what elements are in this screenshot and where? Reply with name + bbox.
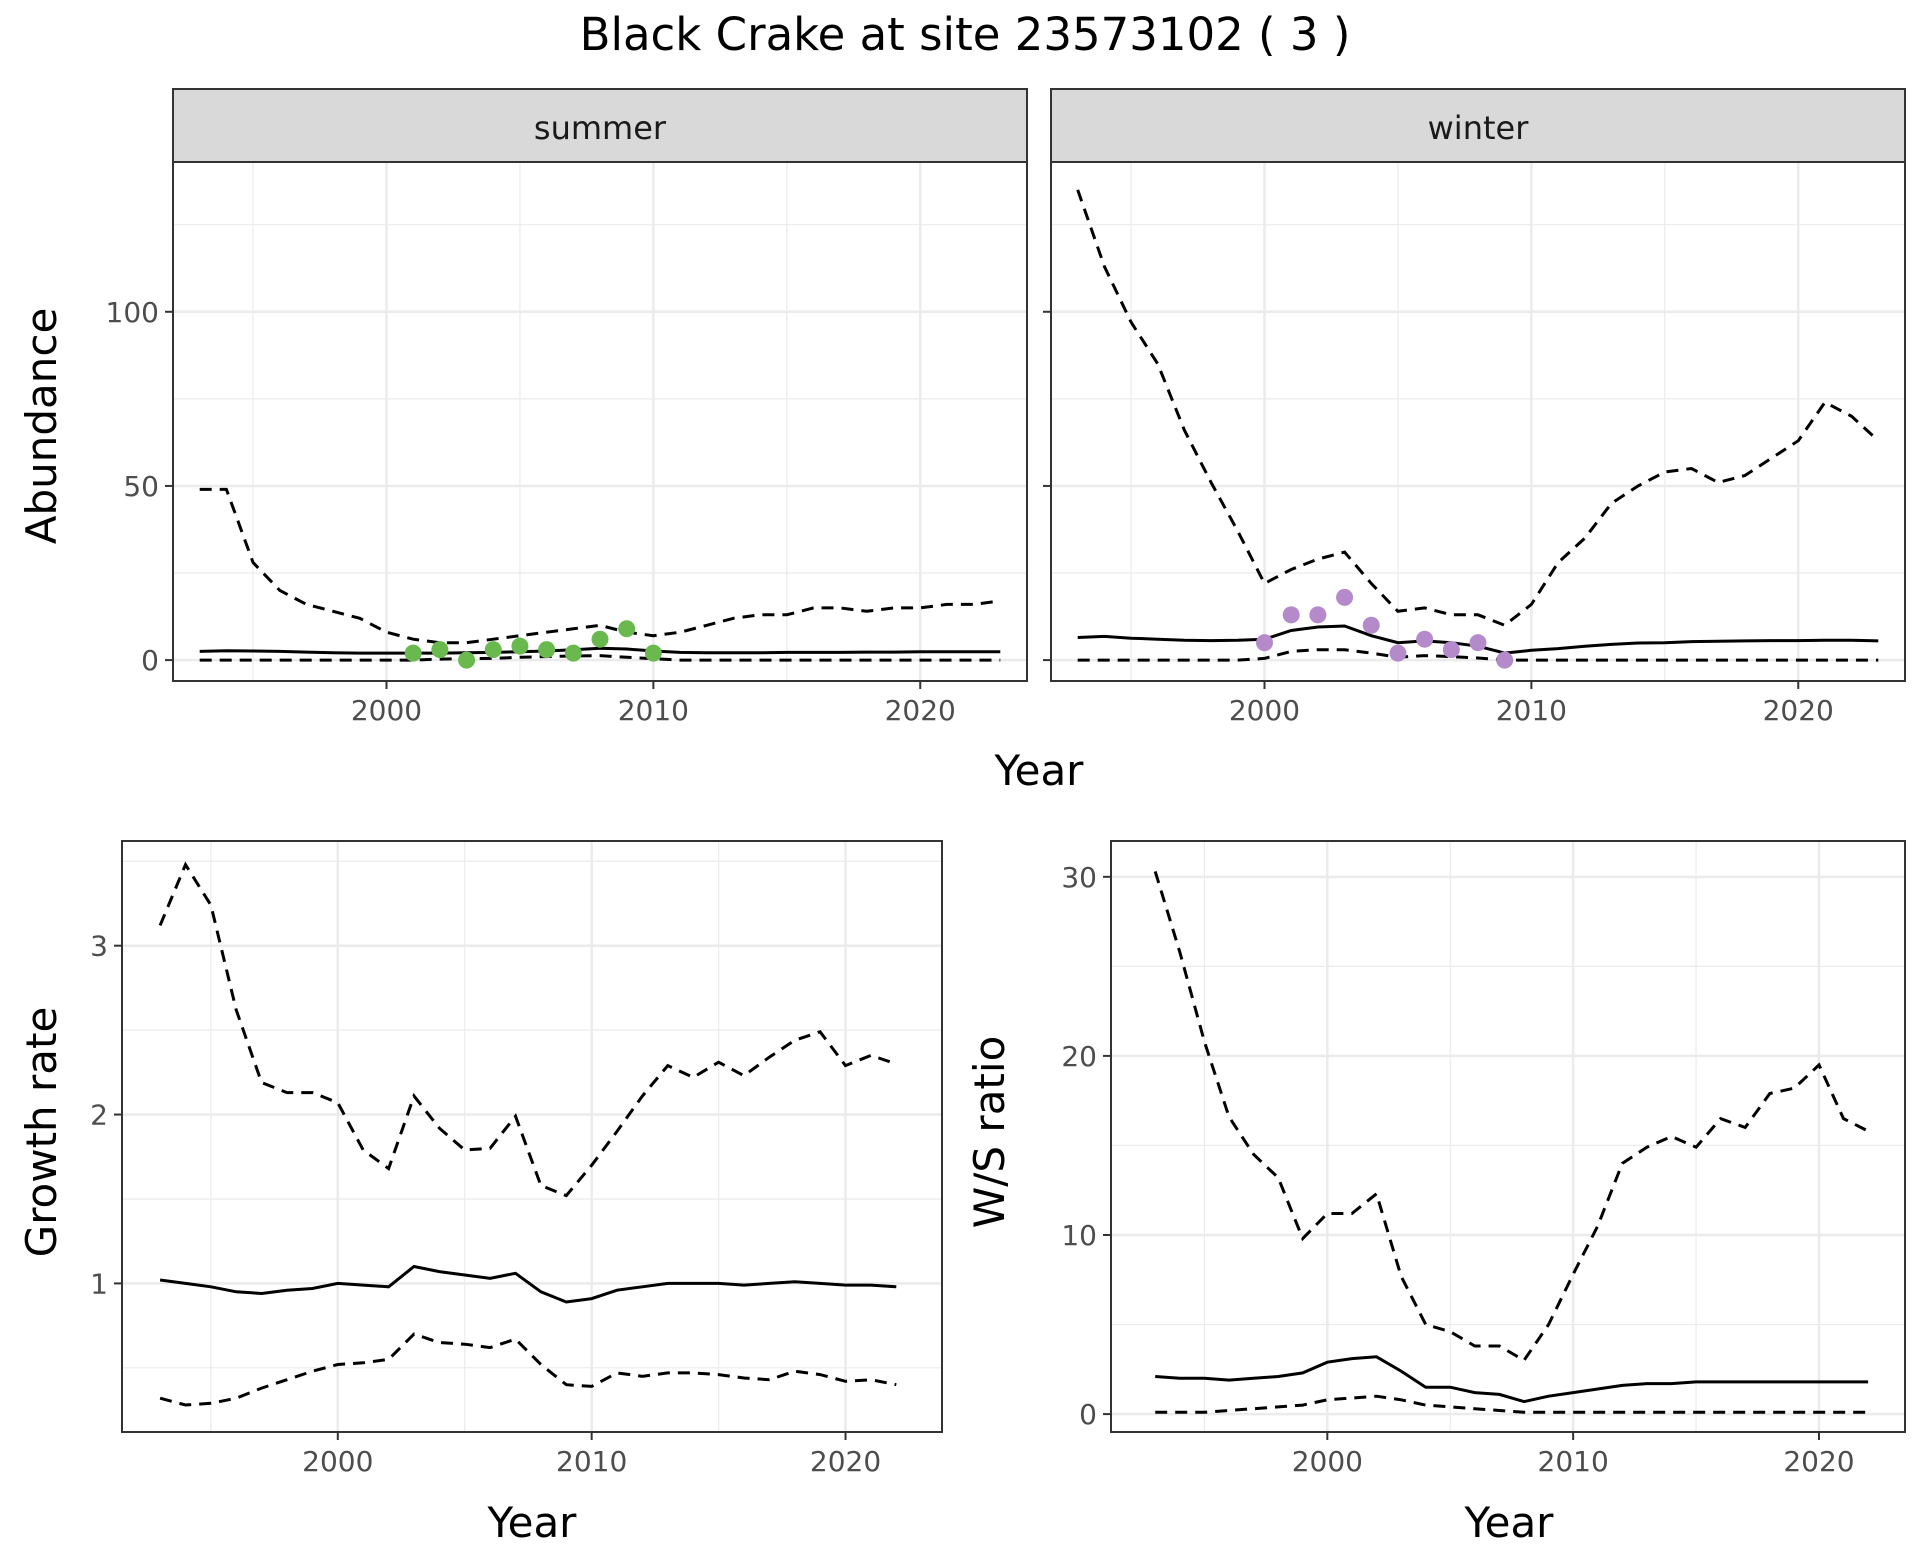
- summer-data-point: [538, 641, 556, 659]
- winter-data-point: [1416, 630, 1434, 648]
- winter-data-point: [1469, 634, 1487, 652]
- ws-ratio-panel-border: [1110, 840, 1906, 1433]
- summer-data-point: [431, 641, 449, 659]
- summer-x-tick-label: 2010: [618, 694, 689, 727]
- winter-strip: [1050, 88, 1906, 163]
- ws-ratio-x-tick-label: 2000: [1292, 1445, 1363, 1478]
- growth-lower-bound-line: [159, 1332, 897, 1407]
- summer-data-point: [458, 651, 476, 669]
- winter-panel-border: [1050, 161, 1906, 682]
- summer-plot-area: 2000 2010 2020 0 50 100: [106, 161, 1028, 727]
- ws-ratio-x-tick-label: 2020: [1783, 1445, 1854, 1478]
- winter-data-point: [1256, 634, 1273, 652]
- summer-y-tick-label: 50: [123, 470, 159, 503]
- growth-y-tick-label: 3: [90, 930, 108, 963]
- winter-upper-bound-line: [1076, 189, 1880, 628]
- winter-data-point: [1336, 588, 1354, 606]
- growth-x-tick-label: 2020: [810, 1445, 881, 1478]
- growth-x-tick-label: 2000: [302, 1445, 373, 1478]
- summer-strip-label: summer: [534, 109, 667, 147]
- summer-data-point: [484, 641, 502, 659]
- summer-data-point: [564, 644, 582, 662]
- winter-lower-bound-line: [1077, 648, 1879, 662]
- ws-ratio-y-tick-label: 10: [1061, 1219, 1097, 1252]
- growth-x-tick-label: 2010: [556, 1445, 627, 1478]
- summer-lower-bound-line: [199, 654, 1001, 662]
- summer-data-point: [511, 637, 529, 655]
- summer-data-point: [591, 630, 609, 648]
- abundance-x-axis-title: Year: [994, 746, 1085, 795]
- winter-x-tick-label: 2010: [1496, 694, 1567, 727]
- growth-upper-bound-line: [158, 861, 897, 1198]
- ws-ratio-y-tick-label: 0: [1079, 1398, 1097, 1431]
- abundance-y-axis-title: Abundance: [17, 308, 66, 545]
- growth-plot-area: 2000 2010 2020 1 2 3: [90, 840, 943, 1478]
- winter-x-tick-label: 2000: [1229, 694, 1300, 727]
- winter-strip-label: winter: [1428, 109, 1530, 147]
- ws-ratio-upper-bound-line: [1153, 870, 1869, 1363]
- ws-ratio-y-axis-title: W/S ratio: [965, 1036, 1014, 1229]
- winter-data-point: [1389, 644, 1407, 662]
- winter-data-point: [1362, 616, 1380, 634]
- summer-y-tick-label: 0: [141, 644, 159, 677]
- summer-data-point: [404, 644, 422, 662]
- ws-ratio-panel-bg: [1111, 841, 1905, 1432]
- winter-data-point: [1496, 651, 1514, 669]
- growth-x-axis-title: Year: [487, 1498, 578, 1547]
- winter-x-tick-label: 2020: [1763, 694, 1834, 727]
- growth-chart: 2000 2010 2020 1 2 3 Growth rate Year: [17, 840, 943, 1547]
- summer-data-point: [618, 620, 636, 638]
- winter-data-point: [1309, 606, 1327, 624]
- abundance-chart: summer 2000 2010 2020 0 50 100 winter 2000 201…: [17, 88, 1906, 795]
- growth-panel-border: [121, 840, 943, 1433]
- ws-ratio-plot-area: 2000 2010 2020 0 10 20 30: [1061, 840, 1906, 1478]
- winter-panel-bg: [1051, 162, 1905, 681]
- ws-ratio-x-axis-title: Year: [1464, 1498, 1555, 1547]
- ws-ratio-y-tick-label: 30: [1061, 861, 1097, 894]
- winter-plot-area: 2000 2010 2020: [1043, 161, 1906, 727]
- summer-x-tick-label: 2000: [351, 694, 422, 727]
- summer-x-tick-label: 2020: [885, 694, 956, 727]
- summer-y-tick-label: 100: [106, 296, 159, 329]
- winter-data-point: [1282, 606, 1300, 624]
- summer-strip: [172, 88, 1028, 163]
- growth-y-tick-label: 1: [90, 1267, 108, 1300]
- ws-ratio-x-tick-label: 2010: [1538, 1445, 1609, 1478]
- summer-upper-bound-line: [199, 487, 1001, 645]
- growth-panel-bg: [122, 841, 942, 1432]
- summer-mean-line: [199, 646, 1001, 655]
- growth-y-tick-label: 2: [90, 1099, 108, 1132]
- main-title: Black Crake at site 23573102 ( 3 ): [580, 8, 1351, 61]
- winter-panel: winter 2000 2010 2020: [1043, 88, 1906, 727]
- growth-y-axis-title: Growth rate: [17, 1007, 66, 1258]
- growth-mean-line: [159, 1264, 897, 1304]
- ws-ratio-chart: 2000 2010 2020 0 10 20 30 W/S ratio Year: [965, 840, 1906, 1547]
- summer-panel: summer 2000 2010 2020 0 50 100: [106, 88, 1028, 727]
- ws-ratio-y-tick-label: 20: [1061, 1040, 1097, 1073]
- winter-data-point: [1442, 641, 1460, 659]
- summer-panel-bg: [173, 162, 1027, 681]
- ws-ratio-mean-line: [1155, 1355, 1869, 1404]
- summer-data-point: [644, 644, 662, 662]
- summer-panel-border: [172, 161, 1028, 682]
